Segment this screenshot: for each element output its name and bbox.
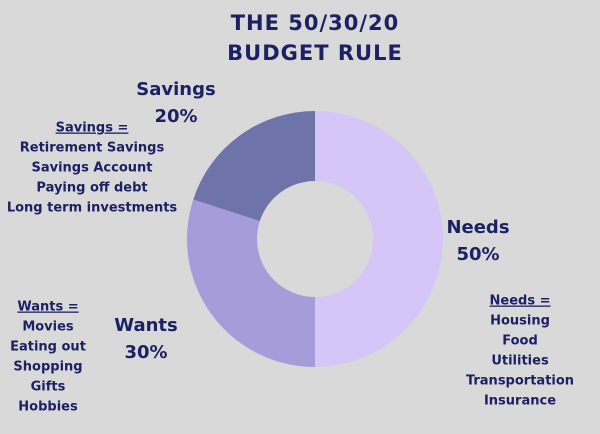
note-item: Utilities (491, 354, 549, 369)
note-item: Eating out (10, 340, 86, 355)
note-item: Housing (490, 314, 550, 329)
slice-label: Wants (114, 315, 178, 336)
note-item: Shopping (13, 360, 82, 375)
note-title: Savings = (56, 121, 129, 136)
note-item: Insurance (484, 394, 556, 409)
note-item: Long term investments (7, 201, 178, 216)
note-title: Needs = (490, 294, 551, 309)
slice-value: 50% (456, 244, 499, 265)
note-item: Savings Account (31, 161, 152, 176)
note-item: Retirement Savings (20, 141, 165, 156)
note-item: Transportation (466, 374, 574, 389)
note-title: Wants = (17, 300, 78, 315)
slice-label: Savings (136, 79, 215, 100)
slice-label: Needs (446, 217, 509, 238)
note-item: Paying off debt (36, 181, 147, 196)
donut-slice (193, 111, 315, 222)
slice-value: 30% (124, 342, 167, 363)
note-item: Food (502, 334, 538, 349)
note-item: Gifts (31, 380, 66, 395)
note-item: Movies (22, 320, 74, 335)
chart-title: THE 50/30/20 BUDGET RULE (227, 11, 403, 65)
note-item: Hobbies (18, 400, 78, 415)
donut-slice (315, 111, 443, 367)
donut-slice (187, 199, 315, 367)
slice-value: 20% (154, 106, 197, 127)
